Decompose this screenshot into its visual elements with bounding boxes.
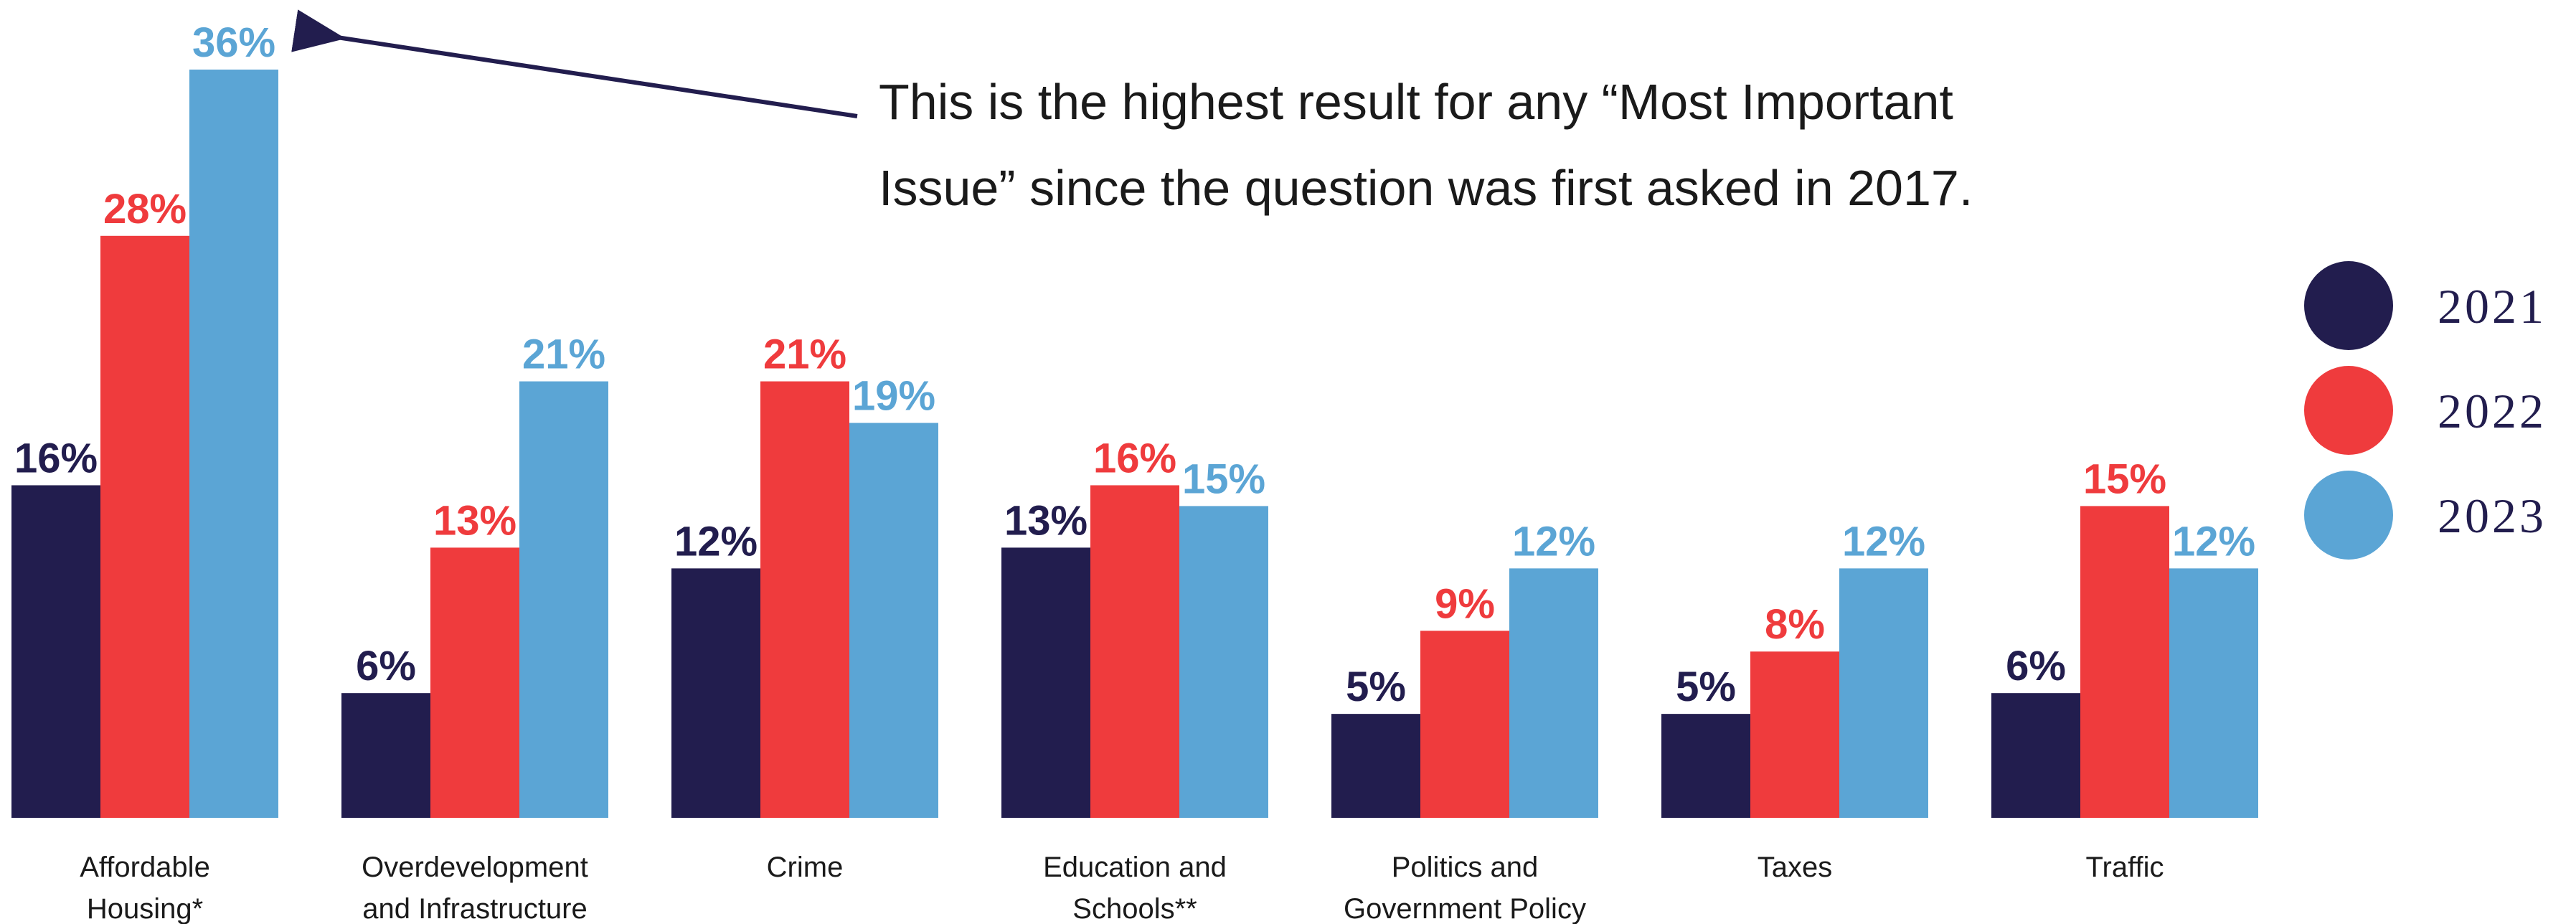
bar-2023-4 bbox=[1509, 568, 1598, 818]
annotation-text: This is the highest result for any “Most… bbox=[879, 74, 1973, 216]
value-label-2023-0: 36% bbox=[192, 19, 275, 66]
legend: 2021 2022 2023 bbox=[2304, 261, 2547, 560]
bar-2021-1 bbox=[341, 693, 430, 818]
bar-2023-1 bbox=[519, 381, 608, 818]
value-label-2021-4: 5% bbox=[1346, 664, 1406, 710]
legend-label-2022: 2022 bbox=[2438, 384, 2547, 438]
bar-2022-3 bbox=[1090, 485, 1179, 818]
value-label-2021-0: 16% bbox=[14, 435, 98, 481]
legend-label-2023: 2023 bbox=[2438, 489, 2547, 543]
bar-2022-4 bbox=[1420, 631, 1509, 818]
value-label-2021-2: 12% bbox=[674, 518, 758, 565]
bar-2022-6 bbox=[2080, 506, 2169, 818]
value-label-2023-4: 12% bbox=[1512, 518, 1595, 565]
value-label-2021-5: 5% bbox=[1676, 664, 1736, 710]
bar-2021-3 bbox=[1001, 547, 1090, 818]
bar-2022-2 bbox=[760, 381, 849, 818]
category-label-3: Education and Schools** bbox=[1043, 852, 1227, 924]
value-label-2022-0: 28% bbox=[103, 186, 187, 232]
bar-2022-0 bbox=[100, 235, 189, 818]
value-label-2023-5: 12% bbox=[1842, 518, 1925, 565]
category-label-5: Taxes bbox=[1758, 852, 1833, 883]
bar-2022-1 bbox=[430, 547, 519, 818]
bar-2023-6 bbox=[2169, 568, 2258, 818]
bar-2021-6 bbox=[1991, 693, 2080, 818]
annotation-arrow bbox=[291, 9, 858, 118]
bar-2023-2 bbox=[849, 423, 938, 818]
category-label-4: Politics and Government Policy bbox=[1344, 852, 1586, 924]
legend-swatch-2021 bbox=[2304, 261, 2393, 350]
value-label-2022-2: 21% bbox=[763, 331, 846, 378]
value-label-2023-3: 15% bbox=[1182, 456, 1265, 502]
value-label-2022-1: 13% bbox=[433, 497, 516, 544]
bars-group bbox=[11, 70, 2258, 818]
category-label-1: Overdevelopment and Infrastructure bbox=[362, 852, 588, 924]
bar-2021-2 bbox=[671, 568, 760, 818]
value-label-2023-1: 21% bbox=[522, 331, 605, 378]
bar-2021-0 bbox=[11, 485, 100, 818]
category-label-0: Affordable Housing* bbox=[80, 852, 210, 924]
value-label-2022-6: 15% bbox=[2083, 456, 2166, 502]
value-label-2023-2: 19% bbox=[852, 373, 935, 420]
bar-2023-0 bbox=[189, 70, 278, 818]
bar-2023-5 bbox=[1839, 568, 1928, 818]
bar-2021-4 bbox=[1331, 714, 1420, 818]
bar-2021-5 bbox=[1661, 714, 1750, 818]
value-label-2022-3: 16% bbox=[1093, 435, 1176, 481]
legend-swatch-2022 bbox=[2304, 366, 2393, 455]
category-labels-group: Affordable Housing* Overdevelopment and Inf… bbox=[80, 852, 2164, 924]
legend-label-2021: 2021 bbox=[2438, 279, 2547, 334]
value-labels-group: 16%28%36%6%13%21%12%21%19%13%16% 15%5%9%1… bbox=[14, 19, 2255, 710]
bar-2022-5 bbox=[1750, 651, 1839, 818]
category-label-6: Traffic bbox=[2086, 852, 2164, 883]
value-label-2021-6: 6% bbox=[2006, 643, 2066, 689]
value-label-2023-6: 12% bbox=[2172, 518, 2255, 565]
value-label-2021-1: 6% bbox=[356, 643, 416, 689]
legend-swatch-2023 bbox=[2304, 471, 2393, 560]
value-label-2021-3: 13% bbox=[1004, 497, 1088, 544]
bar-2023-3 bbox=[1179, 506, 1268, 818]
category-label-2: Crime bbox=[767, 852, 844, 883]
value-label-2022-4: 9% bbox=[1435, 580, 1495, 627]
value-label-2022-5: 8% bbox=[1765, 601, 1825, 648]
